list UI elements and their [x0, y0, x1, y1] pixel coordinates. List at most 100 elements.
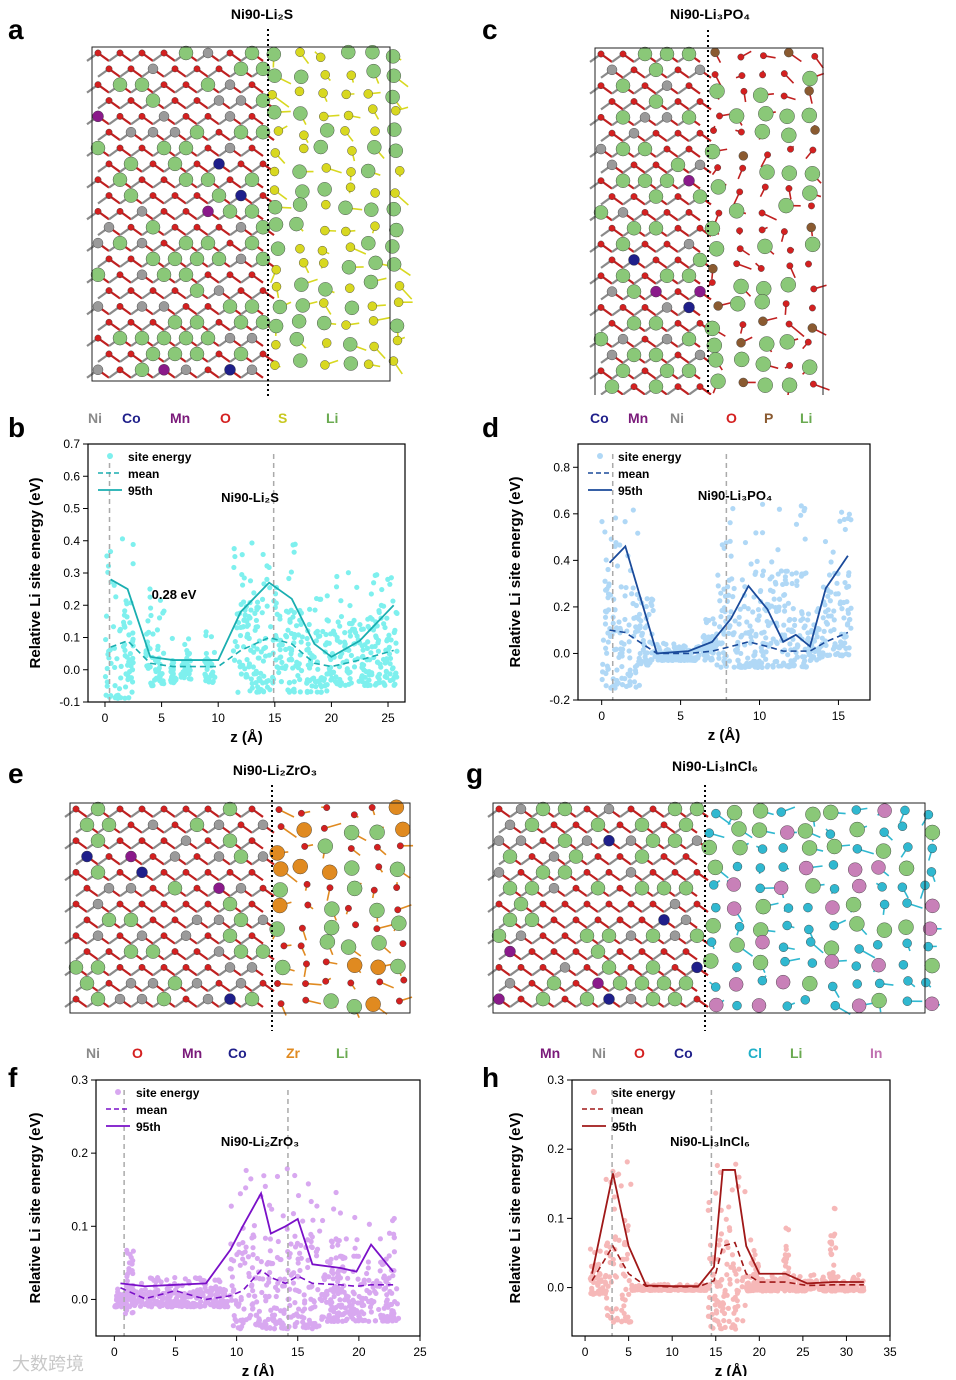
sulfur-atom — [388, 356, 399, 366]
site-energy-point — [115, 692, 121, 698]
lithium-atom — [689, 928, 705, 943]
site-energy-point — [130, 1248, 136, 1254]
site-energy-point — [125, 673, 131, 679]
site-energy-point — [264, 576, 270, 582]
lithium-atom — [338, 200, 353, 215]
lithium-atom — [579, 928, 595, 943]
lithium-atom — [292, 164, 307, 179]
lithium-atom — [648, 189, 664, 204]
site-energy-point — [605, 666, 611, 672]
cell-box — [69, 802, 411, 1014]
site-energy-point — [738, 634, 744, 640]
site-energy-point — [384, 1297, 390, 1303]
panel-letter-a: a — [8, 14, 24, 45]
lithium-atom — [156, 267, 172, 282]
nickel-atom — [213, 851, 225, 862]
indium-atom — [780, 825, 795, 840]
site-energy-point — [149, 1275, 155, 1282]
site-energy-point — [297, 1267, 303, 1274]
oxygen-atom — [105, 128, 113, 136]
site-energy-point — [624, 1251, 631, 1257]
site-energy-point — [603, 645, 609, 651]
site-energy-point — [794, 642, 801, 648]
oxygen-atom — [641, 367, 649, 375]
site-energy-point — [330, 1276, 336, 1282]
lithium-atom — [389, 861, 406, 878]
lithium-atom — [341, 44, 356, 60]
oxygen-atom — [193, 223, 201, 231]
chlorine-atom — [851, 805, 862, 815]
site-energy-point — [229, 1283, 235, 1289]
site-energy-point — [382, 624, 388, 631]
site-energy-point — [240, 662, 246, 668]
site-energy-point — [718, 664, 724, 670]
oxygen-atom — [517, 963, 525, 971]
site-energy-point — [822, 602, 828, 608]
site-energy-point — [247, 578, 254, 584]
oxygen-atom — [737, 53, 745, 61]
y-tick-label: 0.2 — [553, 600, 570, 614]
lithium-atom — [145, 944, 161, 959]
lithium-atom — [754, 294, 770, 310]
site-energy-point — [776, 607, 782, 614]
site-energy-point — [202, 1303, 208, 1309]
lithium-atom — [648, 347, 664, 363]
site-energy-point — [724, 598, 730, 605]
oxygen-atom — [149, 916, 157, 924]
site-energy-point — [715, 572, 721, 578]
site-energy-point — [384, 1292, 390, 1298]
nickel-atom — [694, 159, 706, 171]
lithium-atom — [626, 347, 642, 363]
legend-label-mean: mean — [136, 1103, 167, 1117]
site-energy-point — [324, 1288, 330, 1295]
site-energy-point — [288, 656, 294, 662]
lithium-atom — [291, 314, 307, 329]
site-energy-point — [684, 656, 690, 662]
lithium-atom — [823, 804, 839, 821]
lithium-atom — [341, 260, 357, 275]
chlorine-atom — [923, 941, 933, 952]
oxygen-atom — [550, 821, 558, 829]
site-energy-point — [277, 655, 283, 661]
lithium-atom — [156, 991, 172, 1007]
lithium-atom — [222, 299, 238, 314]
structure-ni90-li3incl6 — [487, 785, 942, 1031]
site-energy-point — [173, 676, 179, 682]
oxygen-atom — [345, 904, 352, 912]
lithium-atom — [805, 878, 821, 894]
oxygen-atom — [736, 245, 744, 253]
oxygen-atom — [116, 303, 124, 310]
site-energy-point — [147, 605, 154, 611]
site-energy-point — [602, 1274, 608, 1280]
chlorine-atom — [879, 899, 890, 910]
sulfur-atom — [368, 104, 378, 114]
lithium-atom — [781, 127, 797, 144]
site-energy-point — [630, 507, 636, 513]
oxygen-atom — [248, 900, 256, 908]
oxygen-atom — [347, 845, 355, 852]
lithium-atom — [323, 993, 339, 1009]
site-energy-point — [315, 1287, 321, 1293]
site-energy-point — [619, 1307, 625, 1313]
site-energy-point — [127, 620, 133, 626]
plot-frame — [95, 1079, 421, 1337]
cell-box — [91, 46, 391, 382]
site-energy-point — [728, 553, 734, 559]
lithium-atom — [366, 63, 381, 79]
lithium-atom — [634, 849, 650, 864]
lithium-atom — [557, 833, 573, 848]
site-energy-point — [298, 1255, 304, 1261]
lithium-atom — [615, 78, 631, 93]
oxygen-atom — [660, 853, 668, 860]
site-energy-point — [626, 1291, 632, 1297]
oxygen-atom — [674, 288, 682, 295]
chlorine-atom — [800, 995, 810, 1005]
site-energy-point — [333, 1304, 339, 1311]
oxygen-atom — [400, 976, 408, 984]
oxygen-atom — [685, 145, 693, 153]
site-energy-point — [801, 625, 807, 631]
site-energy-point — [588, 1290, 594, 1296]
y-tick-label: 0.1 — [63, 631, 80, 645]
nickel-atom — [147, 978, 159, 989]
nickel-atom — [224, 111, 236, 122]
